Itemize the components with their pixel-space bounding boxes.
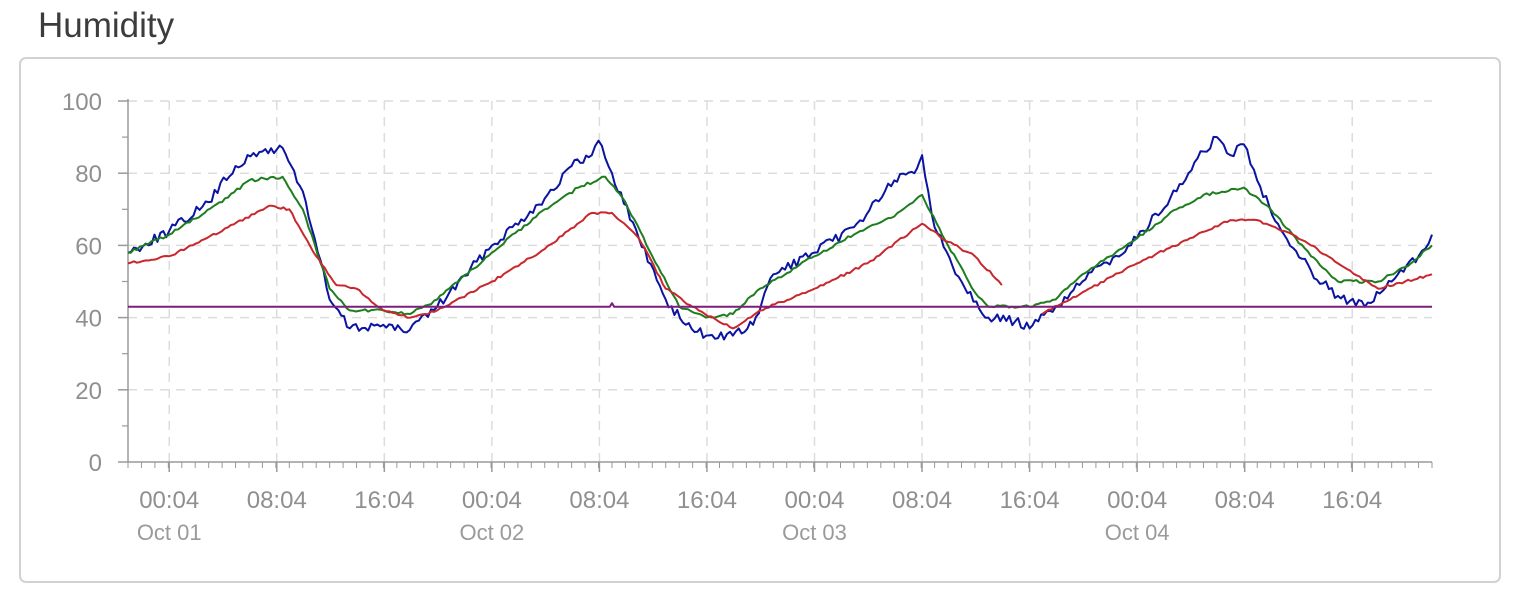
x-tick-label: 16:04 [677, 487, 737, 514]
series-line-red [1041, 218, 1433, 315]
series-line-purple [128, 302, 1432, 308]
grid-layer [128, 100, 1432, 462]
series-line-green [127, 175, 1433, 319]
x-tick-label: 00:04 [139, 487, 199, 514]
x-tick-label: 16:04 [1322, 487, 1382, 514]
series-line-red [127, 204, 1003, 330]
series-line-blue [127, 135, 1433, 341]
x-tick-label: 16:04 [354, 487, 414, 514]
y-tick-label: 0 [89, 450, 102, 477]
x-tick-label: 00:04 [784, 487, 844, 514]
series-layer [127, 135, 1433, 341]
x-tick-label: 08:04 [247, 487, 307, 514]
x-date-label: Oct 03 [782, 520, 847, 545]
axis-layer [118, 99, 1433, 472]
x-tick-label: 00:04 [1107, 487, 1167, 514]
x-tick-label: 08:04 [892, 487, 952, 514]
x-date-label: Oct 02 [459, 520, 524, 545]
x-date-label: Oct 04 [1105, 520, 1170, 545]
y-tick-label: 100 [62, 89, 102, 116]
x-tick-label: 16:04 [1000, 487, 1060, 514]
y-tick-label: 80 [75, 161, 102, 188]
x-tick-label: 08:04 [569, 487, 629, 514]
x-tick-label: 08:04 [1215, 487, 1275, 514]
x-date-label: Oct 01 [137, 520, 202, 545]
y-tick-label: 20 [75, 378, 102, 405]
y-tick-label: 40 [75, 306, 102, 333]
card-title: Humidity [38, 6, 175, 45]
x-tick-label: 00:04 [462, 487, 522, 514]
y-tick-label: 60 [75, 233, 102, 260]
chart-card [19, 57, 1501, 583]
label-layer: 0 20 40 60 80 100 00:04 Oct 01 08:04 16:04 00:04 Oc… [62, 89, 1382, 545]
